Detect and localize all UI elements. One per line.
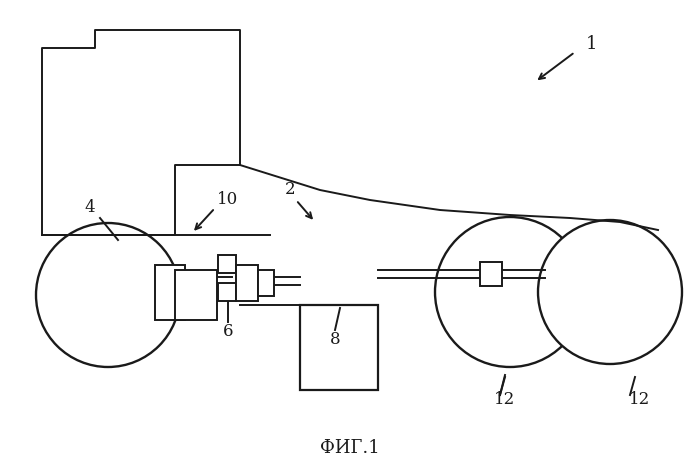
Circle shape <box>435 217 585 367</box>
Text: 4: 4 <box>85 199 95 215</box>
Circle shape <box>538 220 682 364</box>
Bar <box>236 265 258 301</box>
Bar <box>155 265 185 320</box>
Text: 2: 2 <box>284 182 295 199</box>
Text: 8: 8 <box>330 332 340 348</box>
Text: 1: 1 <box>586 35 598 53</box>
Text: 10: 10 <box>217 192 238 208</box>
Text: 6: 6 <box>223 323 233 340</box>
Text: ФИГ.1: ФИГ.1 <box>319 439 380 457</box>
Text: 12: 12 <box>629 391 651 408</box>
Bar <box>258 270 274 296</box>
Bar <box>480 262 502 286</box>
Bar <box>175 270 217 320</box>
Bar <box>218 283 236 301</box>
Text: 12: 12 <box>494 391 516 408</box>
Bar <box>300 305 378 390</box>
Bar <box>218 255 236 273</box>
Circle shape <box>36 223 180 367</box>
